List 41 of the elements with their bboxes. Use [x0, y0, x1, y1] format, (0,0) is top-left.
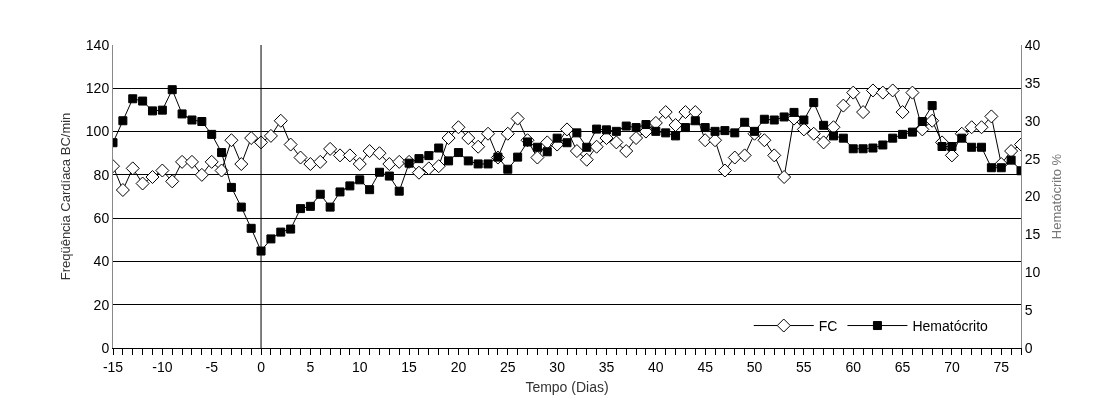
y2-tick-label: 20	[1024, 188, 1041, 205]
y-axis-title: Freqüência Cardíaca BC/min	[57, 112, 73, 281]
legend-label: Hematócrito	[912, 318, 989, 334]
y2-tick-label: 5	[1024, 302, 1033, 319]
y-tick-label: 120	[85, 80, 110, 97]
y-tick-label: 140	[85, 36, 110, 53]
x-tick-label: 30	[549, 358, 566, 375]
x-tick-label: 0	[257, 358, 266, 375]
x-tick-label: 60	[845, 358, 862, 375]
y2-tick-label: 15	[1024, 226, 1041, 243]
y2-tick-label: 30	[1024, 112, 1041, 129]
y-tick-label: 60	[93, 210, 110, 227]
x-tick-label: 45	[697, 358, 714, 375]
x-tick-label: 25	[499, 358, 516, 375]
y-tick-label: 100	[85, 123, 110, 140]
y2-tick-label: 10	[1024, 264, 1041, 281]
x-tick-label: -5	[205, 358, 219, 375]
x-tick-label: 70	[944, 358, 960, 375]
y-tick-label: 20	[93, 296, 110, 313]
y2-tick-label: 40	[1024, 36, 1041, 53]
x-tick-label: 10	[351, 358, 368, 375]
x-tick-label: 50	[746, 358, 763, 375]
x-tick-label: 15	[401, 358, 418, 375]
y2-tick-label: 0	[1024, 339, 1033, 356]
y-tick-label: 80	[93, 166, 110, 183]
y2-tick-label: 25	[1024, 150, 1041, 167]
y-tick-label: 40	[93, 253, 110, 270]
x-tick-label: -15	[102, 358, 124, 375]
legend-label: FC	[818, 318, 838, 334]
y-tick-label: 0	[101, 339, 110, 356]
x-axis-title: Tempo (Dias)	[525, 379, 609, 396]
x-tick-label: 75	[993, 358, 1010, 375]
x-tick-label: 35	[598, 358, 615, 375]
y2-axis-title: Hematócrito %	[1049, 153, 1065, 240]
x-tick-label: 20	[450, 358, 467, 375]
x-tick-label: -10	[152, 358, 173, 375]
x-tick-label: 65	[894, 358, 911, 375]
x-tick-label: 40	[648, 358, 664, 375]
x-tick-label: 5	[306, 358, 315, 375]
y2-tick-label: 35	[1024, 74, 1041, 91]
x-tick-label: 55	[796, 358, 812, 375]
